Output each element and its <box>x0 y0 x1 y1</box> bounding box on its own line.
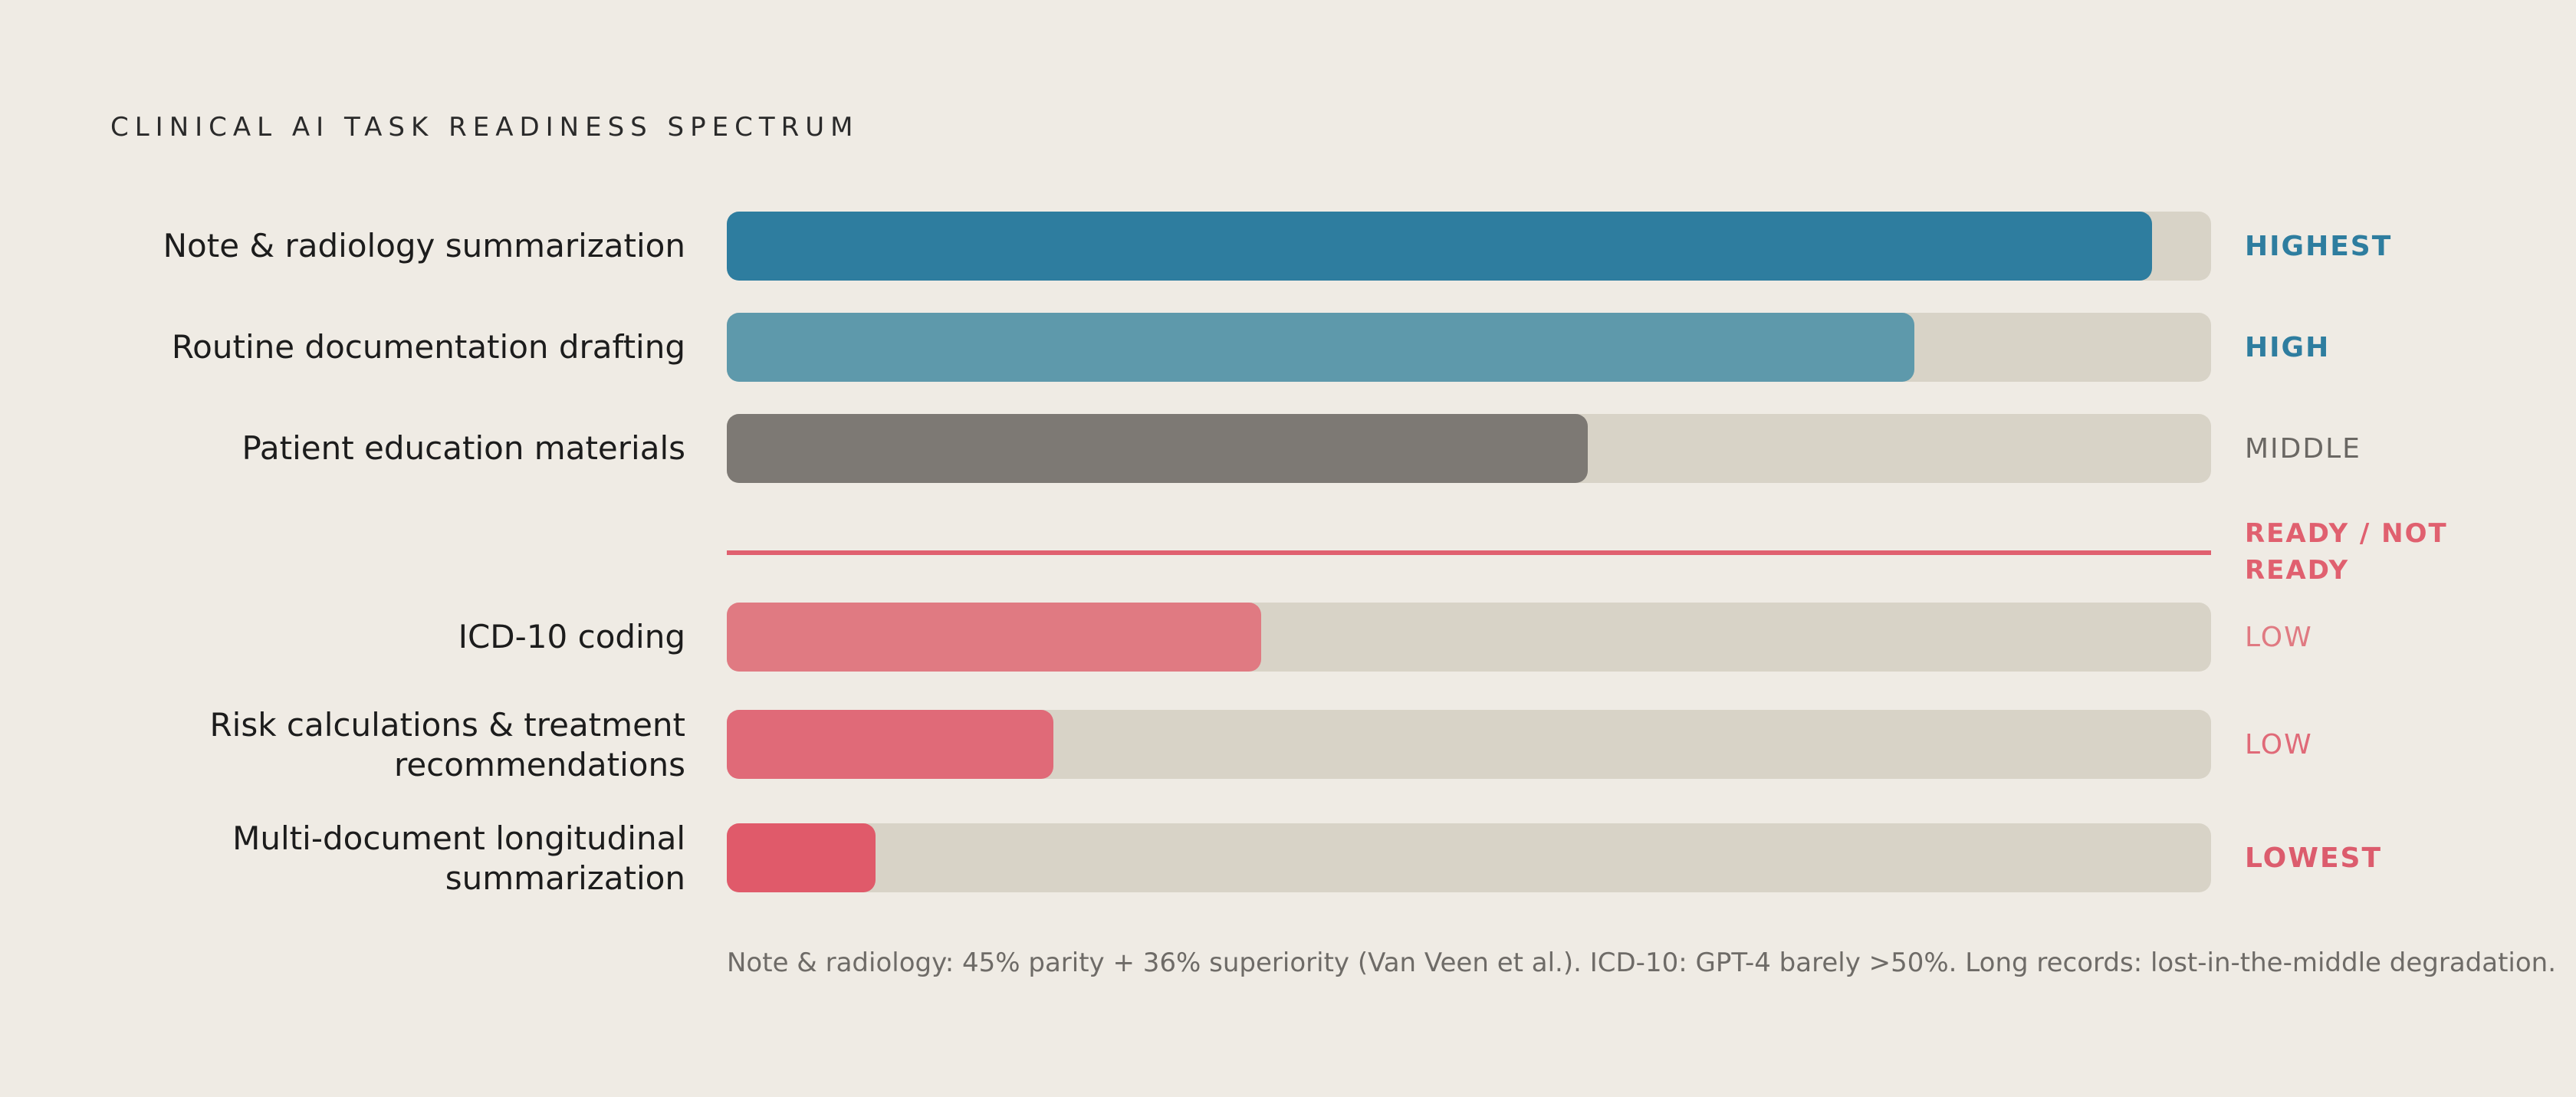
bar <box>727 313 1914 382</box>
readiness-level-label: LOW <box>2245 622 2313 653</box>
readiness-level-label: HIGH <box>2245 332 2331 363</box>
readiness-level-label: LOWEST <box>2245 842 2383 874</box>
bar <box>727 823 876 892</box>
chart-footnote: Note & radiology: 45% parity + 36% super… <box>727 948 2557 978</box>
readiness-level-label: MIDDLE <box>2245 433 2361 465</box>
bar <box>727 603 1261 672</box>
bar-label: Routine documentation drafting <box>171 328 685 366</box>
bar-label: Multi-document longitudinal summarizatio… <box>232 819 685 897</box>
readiness-threshold-label: READY / NOT READY <box>2245 518 2448 586</box>
readiness-level-label: LOW <box>2245 729 2313 760</box>
bar-track <box>727 414 2211 483</box>
bar <box>727 212 2152 281</box>
bar-label: Note & radiology summarization <box>163 227 685 264</box>
bar-track <box>727 313 2211 382</box>
bar-track <box>727 823 2211 892</box>
bar-label: Risk calculations & treatment recommenda… <box>209 706 685 783</box>
bar-label: ICD-10 coding <box>458 618 685 655</box>
readiness-threshold-line <box>727 550 2211 555</box>
bar <box>727 710 1053 779</box>
bar-label: Patient education materials <box>242 429 685 467</box>
readiness-level-label: HIGHEST <box>2245 231 2393 262</box>
chart-title: CLINICAL AI TASK READINESS SPECTRUM <box>110 112 859 143</box>
bar <box>727 414 1588 483</box>
bar-track <box>727 212 2211 281</box>
bar-track <box>727 710 2211 779</box>
bar-track <box>727 603 2211 672</box>
